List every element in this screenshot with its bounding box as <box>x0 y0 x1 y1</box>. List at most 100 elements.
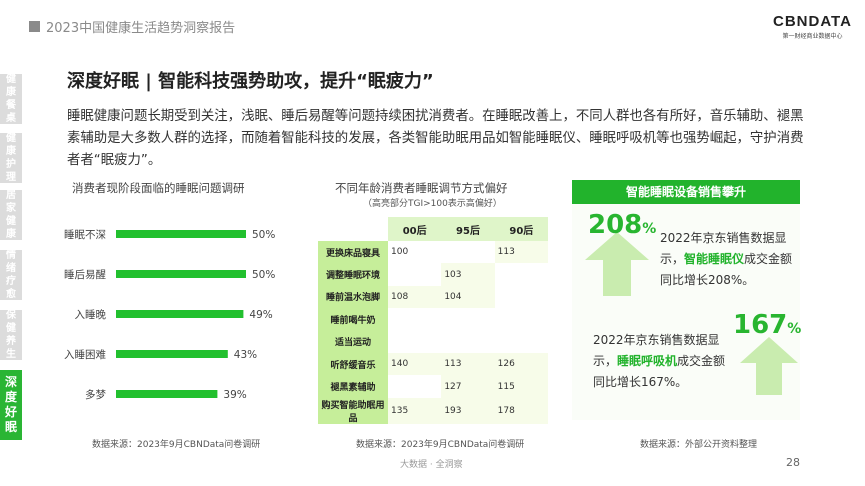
table-cell: 113 <box>494 241 548 264</box>
table-row: 睡前温水泡脚 108 104 <box>318 285 548 309</box>
table-row: 适当运动 <box>318 330 548 353</box>
side-nav-label: 健康餐桌 <box>6 74 16 124</box>
table-cell: 178 <box>494 397 548 424</box>
bar-category-label: 睡后易醒 <box>64 268 106 281</box>
stat1-text-post: 成交金额同比增长208%。 <box>660 252 793 287</box>
table-row-label: 适当运动 <box>318 330 388 353</box>
table-row: 调整睡眠环境 103 <box>318 263 548 286</box>
side-nav-label: 保健养生 <box>6 310 16 360</box>
stat1-text-pre: 2022年京东销售数据显示， <box>660 231 787 266</box>
bar-value-label: 39% <box>223 389 246 401</box>
stat2-text-pre: 2022年京东销售数据显示， <box>593 333 720 368</box>
table-column-header: 90后 <box>494 217 548 241</box>
stat2-description: 2022年京东销售数据显示，睡眠呼吸机成交金额同比增长167%。 <box>593 330 735 393</box>
table-cell <box>388 308 442 331</box>
bar <box>116 230 246 238</box>
bar-chart: 睡眠不深 50% 睡后易醒 50% 入睡晚 49% 入睡困难 43% 多梦 39% <box>64 228 275 401</box>
table-cell: 127 <box>441 375 495 398</box>
bar-category-label: 入睡困难 <box>64 348 106 361</box>
bar <box>116 390 218 398</box>
table-cell: 103 <box>441 263 495 286</box>
bar-value-label: 50% <box>252 269 275 281</box>
table-column-header: 95后 <box>441 217 495 241</box>
table-row: 听舒缓音乐 140 113 126 <box>318 352 548 376</box>
table-source: 数据来源：2023年9月CBNData问卷调研 <box>356 440 525 450</box>
table-cell <box>441 330 495 353</box>
table-cell <box>494 330 548 353</box>
side-nav-item-care[interactable]: 健康护理 <box>0 133 22 183</box>
stat2-text-post: 成交金额同比增长167%。 <box>593 354 726 389</box>
side-nav-label: 情绪疗愈 <box>6 250 16 300</box>
stat2-value: 167 <box>733 310 788 340</box>
side-nav-item-diet[interactable]: 健康餐桌 <box>0 74 22 124</box>
bar-chart-title: 消费者现阶段面临的睡眠问题调研 <box>72 181 245 195</box>
table-row-label: 更换床品寝具 <box>318 241 388 264</box>
bar <box>116 350 228 358</box>
table-cell: 193 <box>441 397 495 424</box>
preference-table: 00后 95后 90后 更换床品寝具 100 113 调整睡眠环境 103 睡前温水泡脚 108… <box>318 217 548 424</box>
bar <box>116 310 244 318</box>
table-cell <box>441 308 495 331</box>
table-cell: 140 <box>388 352 442 376</box>
bar-value-label: 43% <box>234 349 257 361</box>
stat1-highlight: 智能睡眠仪 <box>684 252 745 266</box>
cbndata-logo: CBNDATA 第一财经商业数据中心 <box>773 13 852 40</box>
table-corner <box>318 217 388 241</box>
bar-value-label: 50% <box>252 229 275 241</box>
table-row: 购买智能助眠用品 135 193 178 <box>318 397 548 424</box>
table-cell <box>388 263 442 286</box>
report-title: 2023中国健康生活趋势洞察报告 <box>46 21 236 36</box>
table-cell <box>494 308 548 331</box>
stat2-highlight: 睡眠呼吸机 <box>617 354 678 368</box>
page-number: 28 <box>786 456 800 469</box>
logo-subtitle: 第一财经商业数据中心 <box>782 33 843 40</box>
table-cell <box>388 330 442 353</box>
side-nav-label: 深度好眠 <box>4 375 17 434</box>
table-row-label: 褪黑素辅助 <box>318 375 388 398</box>
table-row: 褪黑素辅助 127 115 <box>318 375 548 398</box>
table-subtitle: （高亮部分TGI>100表示高偏好） <box>363 199 502 209</box>
up-arrow-icon <box>585 232 649 296</box>
table-row: 更换床品寝具 100 113 <box>318 241 548 264</box>
table-cell: 126 <box>494 352 548 376</box>
table-row-label: 调整睡眠环境 <box>318 263 388 286</box>
bar-category-label: 睡眠不深 <box>64 228 106 241</box>
footer-text: 大数据 · 全洞察 <box>400 460 463 470</box>
table-cell: 100 <box>388 241 442 264</box>
bar <box>116 270 246 278</box>
side-nav-item-home[interactable]: 居家健康 <box>0 190 22 240</box>
table-row: 睡前喝牛奶 <box>318 308 548 331</box>
logo-text: CBNDATA <box>773 13 852 30</box>
bar-category-label: 入睡晚 <box>75 308 107 321</box>
table-cell: 104 <box>441 285 495 309</box>
table-row-label: 购买智能助眠用品 <box>318 397 388 424</box>
side-nav-item-wellness[interactable]: 保健养生 <box>0 310 22 360</box>
header-marker <box>29 21 40 32</box>
table-row-label: 睡前温水泡脚 <box>318 285 388 309</box>
sales-panel-title: 智能睡眠设备销售攀升 <box>572 180 800 204</box>
table-row-label: 睡前喝牛奶 <box>318 308 388 331</box>
panel-source: 数据来源：外部公开资料整理 <box>640 440 758 450</box>
table-row-label: 听舒缓音乐 <box>318 352 388 376</box>
table-cell <box>494 285 548 309</box>
page-heading: 深度好眠 | 智能科技强势助攻，提升“眠疲力” <box>67 71 434 92</box>
table-cell: 135 <box>388 397 442 424</box>
stat2-number: 167% <box>733 310 801 340</box>
bar-chart-source: 数据来源：2023年9月CBNData问卷调研 <box>92 440 261 450</box>
stat1-unit: % <box>642 221 657 237</box>
side-nav-label: 居家健康 <box>6 190 16 240</box>
table-cell: 115 <box>494 375 548 398</box>
table-cell: 113 <box>441 352 495 376</box>
side-nav-label: 健康护理 <box>6 133 16 183</box>
up-arrow-icon <box>740 337 798 395</box>
bar-category-label: 多梦 <box>85 388 106 401</box>
table-column-header: 00后 <box>388 217 442 241</box>
table-cell <box>441 241 495 264</box>
table-cell <box>494 263 548 286</box>
side-nav-item-sleep[interactable]: 深度好眠 <box>0 370 22 440</box>
stat1-number: 208% <box>588 210 656 240</box>
side-nav-item-emotion[interactable]: 情绪疗愈 <box>0 250 22 300</box>
stat1-value: 208 <box>588 210 643 240</box>
table-cell: 108 <box>388 285 442 309</box>
stat2-unit: % <box>787 321 802 337</box>
